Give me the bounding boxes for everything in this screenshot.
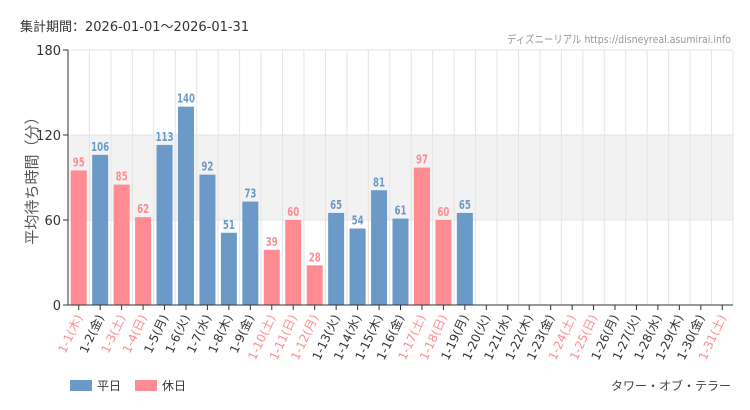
bar [371, 190, 388, 305]
data-label: 62 [137, 202, 149, 216]
data-label: 65 [330, 198, 342, 212]
data-label: 85 [116, 170, 128, 184]
bar [199, 174, 216, 305]
data-label: 81 [373, 175, 385, 189]
data-label: 28 [309, 250, 321, 264]
legend-swatch-weekday [70, 380, 92, 391]
data-label: 97 [416, 153, 428, 167]
legend-label-weekday: 平日 [97, 379, 121, 393]
data-label: 65 [459, 198, 471, 212]
bar [92, 154, 109, 305]
bar [220, 232, 237, 305]
bar [242, 201, 259, 305]
bar [328, 212, 345, 305]
data-label: 54 [352, 214, 364, 228]
bar [156, 144, 173, 305]
credit-label: ディズニーリアル https://disneyreal.asumirai.inf… [507, 32, 731, 46]
bar [70, 170, 87, 305]
y-tick-label: 120 [36, 129, 61, 144]
bar [135, 217, 152, 305]
bar [435, 220, 452, 305]
legend-label-holiday: 休日 [162, 379, 186, 393]
bar [306, 265, 323, 305]
y-axis-title: 平均待ち時間（分） [23, 109, 41, 244]
data-label: 140 [177, 92, 195, 106]
data-label: 60 [437, 205, 449, 219]
data-label: 73 [244, 187, 256, 201]
bar [413, 167, 430, 305]
y-tick-label: 180 [36, 44, 61, 59]
data-label: 95 [73, 155, 85, 169]
bar [285, 220, 302, 305]
y-tick-label: 60 [44, 214, 61, 229]
bar [392, 218, 409, 305]
data-label: 92 [201, 160, 213, 174]
bar [177, 106, 194, 306]
attraction-name: タワー・オブ・テラー [611, 378, 731, 393]
data-label: 113 [156, 130, 174, 144]
legend-swatch-holiday [135, 380, 157, 391]
bar [456, 212, 473, 305]
bar [349, 228, 366, 305]
data-label: 106 [91, 140, 109, 154]
period-label: 集計期間：2026-01-01～2026-01-31 [20, 19, 249, 35]
bar [113, 184, 130, 305]
data-label: 61 [395, 204, 407, 218]
legend: 平日 休日 [70, 379, 186, 393]
data-label: 39 [266, 235, 278, 249]
data-label: 60 [287, 205, 299, 219]
data-label: 51 [223, 218, 235, 232]
y-tick-label: 0 [53, 299, 61, 314]
bar [263, 249, 280, 305]
